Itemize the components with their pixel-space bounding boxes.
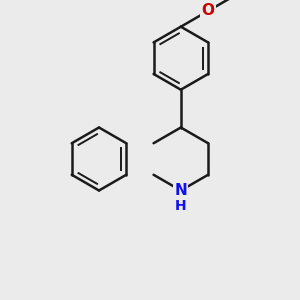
- Text: H: H: [175, 199, 187, 212]
- Text: N: N: [175, 183, 187, 198]
- Text: O: O: [202, 4, 214, 19]
